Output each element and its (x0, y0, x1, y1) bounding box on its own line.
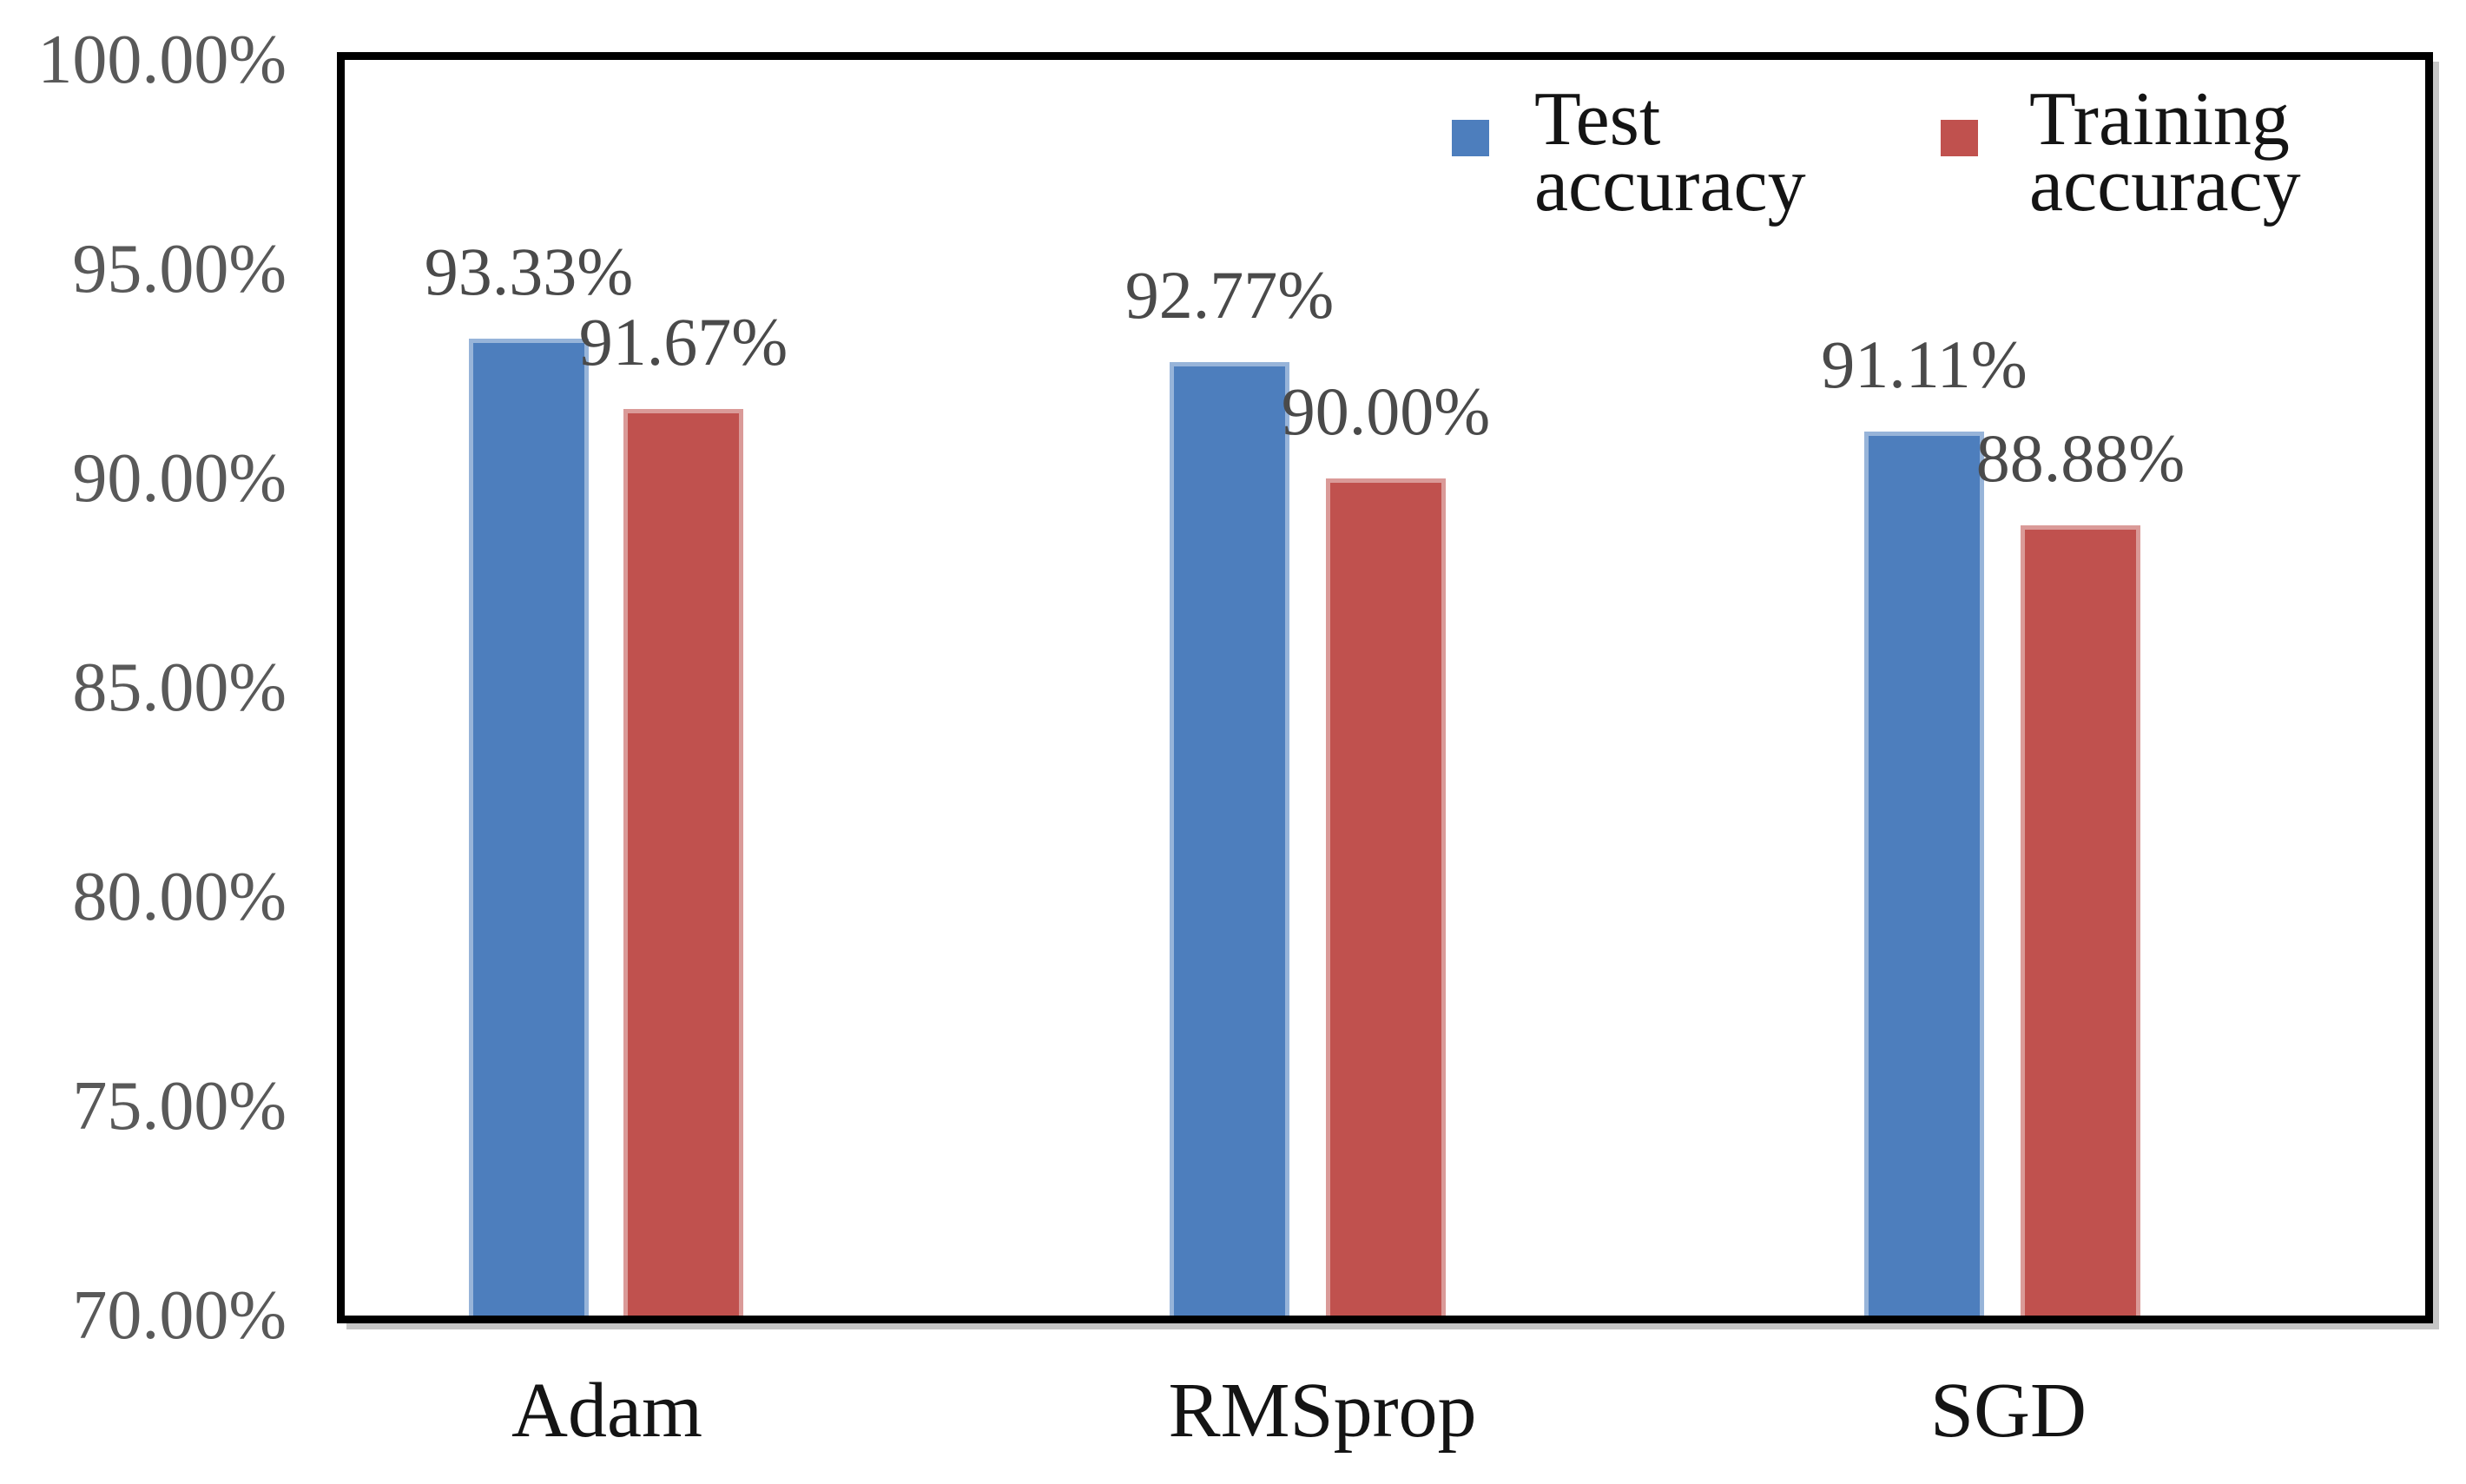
legend-label-test-accuracy: Test accuracy (1534, 77, 1806, 228)
bar-training-accuracy-adam (623, 409, 743, 1316)
value-label-training-accuracy-rmsprop: 90.00% (1281, 373, 1491, 449)
y-tick-label-85-00: 85.00% (72, 650, 287, 726)
bar-training-accuracy-rmsprop (1326, 478, 1446, 1316)
y-tick-label-70-00: 70.00% (72, 1277, 287, 1354)
y-tick-label-90-00: 90.00% (72, 440, 287, 517)
y-tick-label-95-00: 95.00% (72, 231, 287, 307)
x-axis-label-rmsprop: RMSprop (1168, 1368, 1477, 1454)
y-tick-label-80-00: 80.00% (72, 859, 287, 935)
value-label-test-accuracy-adam: 93.33% (424, 234, 634, 309)
y-tick-label-100-00: 100.00% (37, 22, 287, 98)
value-label-test-accuracy-sgd: 91.11% (1821, 326, 2028, 402)
bar-training-accuracy-sgd (2021, 525, 2140, 1316)
bar-test-accuracy-adam (469, 339, 589, 1316)
value-label-training-accuracy-sgd: 88.88% (1975, 420, 2186, 496)
y-tick-label-75-00: 75.00% (72, 1068, 287, 1144)
bar-test-accuracy-rmsprop (1170, 362, 1289, 1316)
legend-swatch-test-accuracy (1452, 120, 1489, 156)
x-axis-label-sgd: SGD (1929, 1368, 2087, 1454)
bar-test-accuracy-sgd (1864, 432, 1984, 1316)
x-axis-label-adam: Adam (511, 1368, 702, 1454)
legend-label-training-accuracy: Training accuracy (2029, 77, 2301, 228)
legend-swatch-training-accuracy (1941, 120, 1978, 156)
plot-area: 93.33% 92.77% 91.11% 91.67% 90.00% 88.88% (337, 52, 2433, 1323)
value-label-training-accuracy-adam: 91.67% (578, 304, 788, 379)
value-label-test-accuracy-rmsprop: 92.77% (1124, 257, 1335, 333)
